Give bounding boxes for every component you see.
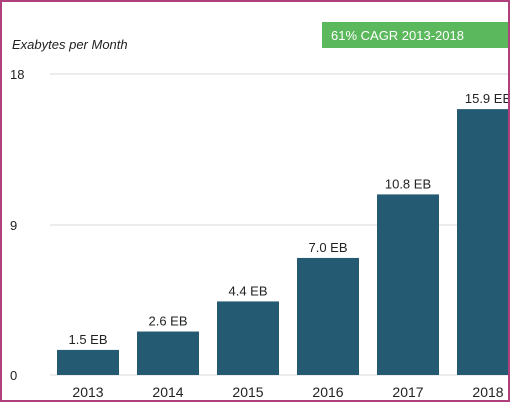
bar-2013 <box>57 349 119 375</box>
x-tick-label-2018: 2018 <box>472 384 503 400</box>
bar-2016 <box>297 257 359 375</box>
bar-2017 <box>377 194 439 375</box>
x-tick-label-2013: 2013 <box>72 384 103 400</box>
cagr-badge: 61% CAGR 2013-2018 <box>322 22 508 48</box>
x-tick-label-2016: 2016 <box>312 384 343 400</box>
data-label-2016: 7.0 EB <box>308 240 347 255</box>
unit-label: Exabytes per Month <box>12 37 128 52</box>
x-tick-label-2015: 2015 <box>232 384 263 400</box>
data-label-2017: 10.8 EB <box>385 176 431 191</box>
bar-2018 <box>457 109 508 375</box>
data-label-2018: 15.9 EB <box>465 91 508 106</box>
x-tick-label-2017: 2017 <box>392 384 423 400</box>
bar-2014 <box>137 331 199 375</box>
bars-group <box>57 109 508 375</box>
data-label-2013: 1.5 EB <box>68 332 107 347</box>
y-tick-label-18: 18 <box>10 67 24 82</box>
bar-2015 <box>217 301 279 375</box>
y-tick-label-9: 9 <box>10 218 17 233</box>
data-label-2014: 2.6 EB <box>148 314 187 329</box>
cagr-badge-background <box>322 22 508 48</box>
x-tick-label-2014: 2014 <box>152 384 183 400</box>
data-labels-group: 1.5 EB 2.6 EB 4.4 EB 7.0 EB 10.8 EB 15.9 EB <box>68 91 508 347</box>
data-label-2015: 4.4 EB <box>228 283 267 298</box>
x-tick-labels-group: 2013 2014 2015 2016 2017 2018 <box>72 384 503 400</box>
cagr-badge-text: 61% CAGR 2013-2018 <box>331 28 464 43</box>
y-tick-label-0: 0 <box>10 368 17 383</box>
